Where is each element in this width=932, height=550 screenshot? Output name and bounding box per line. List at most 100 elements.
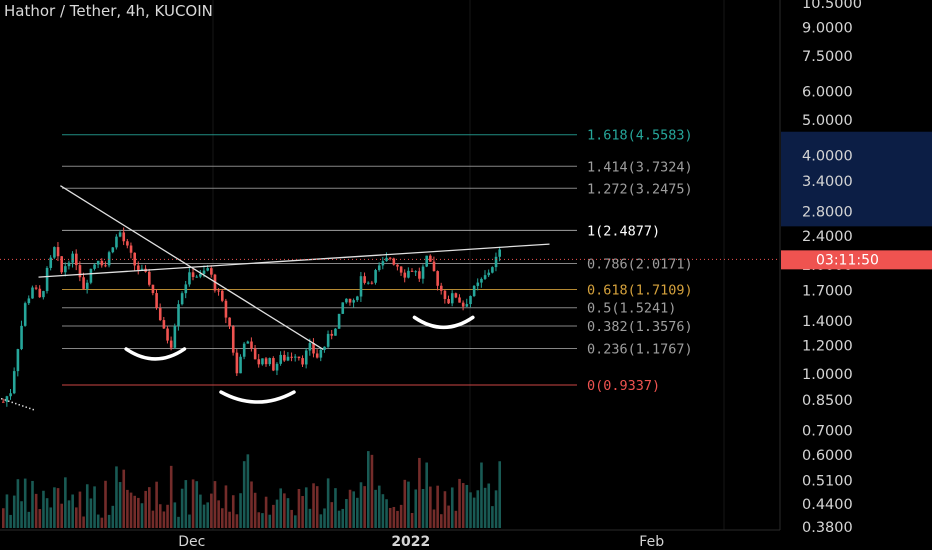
volume-bar-80 xyxy=(294,515,297,528)
candle-body-135 xyxy=(494,256,498,268)
candle-body-85 xyxy=(312,343,315,354)
volume-bar-115 xyxy=(421,488,425,528)
candle-body-69 xyxy=(253,348,257,360)
candle-body-80 xyxy=(294,356,297,358)
candle-body-122 xyxy=(447,299,450,304)
candle-body-59 xyxy=(217,290,220,292)
volume-bar-72 xyxy=(264,496,268,528)
volume-bar-25 xyxy=(93,486,96,528)
candle-body-108 xyxy=(396,264,399,267)
candle-body-92 xyxy=(337,313,341,329)
previous-close-dot-6 xyxy=(22,405,24,407)
candle-body-116 xyxy=(425,255,428,267)
candle-body-112 xyxy=(410,270,414,272)
candle-body-28 xyxy=(104,265,107,267)
candle-body-41 xyxy=(151,284,155,294)
volume-bar-33 xyxy=(122,469,126,528)
volume-bar-94 xyxy=(345,499,348,528)
fib-label-1: 1(2.4877) xyxy=(587,223,660,239)
volume-bar-6 xyxy=(23,478,27,528)
candle-body-56 xyxy=(206,268,209,271)
volume-bar-2 xyxy=(9,514,12,528)
volume-bar-121 xyxy=(443,491,447,528)
candle-body-98 xyxy=(359,276,363,297)
time-axis[interactable]: Dec 2022 Feb xyxy=(0,529,780,550)
candle-body-127 xyxy=(465,304,469,307)
volume-bar-10 xyxy=(38,509,42,528)
fib-label-0.5: 0.5(1.5241) xyxy=(587,301,676,317)
candle-body-94 xyxy=(345,298,348,303)
candle-body-5 xyxy=(20,325,23,350)
candle-body-102 xyxy=(374,270,377,283)
candle-body-24 xyxy=(89,268,93,283)
volume-bar-90 xyxy=(330,502,334,528)
volume-bar-63 xyxy=(231,495,235,528)
candle-body-33 xyxy=(122,232,126,242)
volume-bar-123 xyxy=(450,487,454,528)
volume-bar-73 xyxy=(268,514,272,528)
candle-body-43 xyxy=(158,308,162,321)
volume-bar-62 xyxy=(228,511,231,528)
volume-bar-99 xyxy=(363,486,366,528)
volume-bar-128 xyxy=(469,492,472,528)
candle-body-0 xyxy=(2,401,5,403)
volume-bar-9 xyxy=(34,493,38,528)
candle-body-48 xyxy=(177,304,180,326)
candle-body-53 xyxy=(195,276,199,278)
volume-bar-76 xyxy=(279,488,282,528)
trend-lines[interactable] xyxy=(0,185,780,350)
candle-body-119 xyxy=(436,271,439,286)
candle-body-8 xyxy=(31,287,34,299)
volume-bar-8 xyxy=(31,480,34,528)
candle-body-86 xyxy=(315,353,319,358)
volume-bar-109 xyxy=(399,504,403,528)
volume-bar-119 xyxy=(436,485,439,528)
candle-body-49 xyxy=(180,293,184,305)
volume-bar-107 xyxy=(392,506,396,528)
volume-bar-68 xyxy=(250,481,253,528)
candle-body-30 xyxy=(111,247,115,253)
candle-body-25 xyxy=(93,264,96,269)
volume-bar-27 xyxy=(100,517,104,528)
candle-body-9 xyxy=(34,287,38,289)
candle-body-82 xyxy=(301,358,304,365)
volume-bar-46 xyxy=(169,465,173,528)
volume-bar-122 xyxy=(447,505,450,528)
volume-bar-77 xyxy=(283,493,286,528)
price-tick-19: 0.3800 xyxy=(802,520,853,536)
candle-body-73 xyxy=(268,358,272,365)
candle-body-125 xyxy=(458,297,461,303)
volume-bar-82 xyxy=(301,496,304,528)
time-label-2: Feb xyxy=(639,534,664,550)
candle-body-50 xyxy=(184,284,188,294)
volume-bar-104 xyxy=(381,494,385,528)
volume-bar-108 xyxy=(396,510,399,528)
volume-bar-65 xyxy=(239,493,242,528)
volume-bar-91 xyxy=(334,488,337,528)
volume-bar-16 xyxy=(60,503,63,528)
candle-body-66 xyxy=(242,343,246,357)
price-axis[interactable]: 10.5000 9.0000 7.5000 6.0000 5.0000 4.0000 3.4… xyxy=(779,0,932,550)
candle-body-10 xyxy=(38,288,42,298)
volume-bar-129 xyxy=(472,497,476,528)
volume-bar-70 xyxy=(257,512,261,528)
volume-bar-40 xyxy=(148,487,151,528)
volume-bar-64 xyxy=(235,514,239,528)
volume-bar-26 xyxy=(96,514,100,528)
price-tick-11: 1.4000 xyxy=(802,314,853,330)
volume-bar-113 xyxy=(414,489,418,528)
fibonacci-retracement[interactable]: 1.618(4.5583) 1.414(3.7324) 1.272(3.2475) 1… xyxy=(62,128,693,394)
candle-body-65 xyxy=(239,356,242,374)
right-shoulder-curve xyxy=(412,315,475,330)
volume-bar-31 xyxy=(115,466,118,528)
candle-body-132 xyxy=(483,275,487,279)
volume-bar-81 xyxy=(297,489,301,528)
volume-bar-45 xyxy=(166,504,169,528)
candle-body-4 xyxy=(16,349,20,372)
time-label-0: Dec xyxy=(178,534,205,550)
volume-bar-130 xyxy=(476,490,480,528)
grid-lines xyxy=(212,0,725,530)
previous-close-dot-4 xyxy=(15,402,17,405)
candle-body-19 xyxy=(71,253,74,263)
